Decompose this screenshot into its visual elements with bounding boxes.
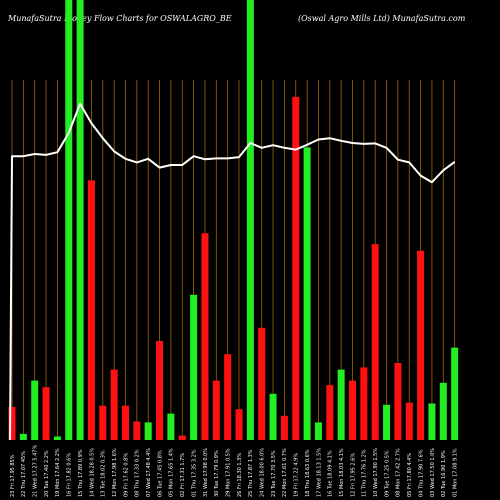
money-flow-bar bbox=[303, 147, 311, 440]
x-tick-label: 12 Fri 17.95 2.6% bbox=[350, 453, 356, 497]
x-tick-label: 05 Fri 17.80 4.4% bbox=[407, 453, 413, 497]
grid-lines bbox=[11, 80, 456, 440]
money-flow-bar bbox=[42, 387, 50, 440]
x-tick-label: 29 Mon 17.91 0.5% bbox=[225, 448, 231, 497]
x-tick-label: 11 Thu 17.76 1.2% bbox=[362, 449, 368, 497]
x-tick-label: 01 Mon 17.08 9.1% bbox=[452, 448, 458, 497]
x-tick-label: 15 Mon 18.03 4.1% bbox=[339, 448, 345, 497]
money-flow-bar bbox=[439, 382, 447, 440]
money-flow-bar bbox=[110, 369, 118, 440]
money-flow-bar bbox=[167, 413, 175, 440]
money-flow-bar bbox=[122, 405, 129, 440]
money-flow-bar bbox=[360, 367, 368, 440]
x-tick-labels: 23 Fri 17.95 85% 22 Thu 17.07 45% 21 Wed 1… bbox=[10, 445, 459, 497]
money-flow-bar bbox=[246, 0, 254, 440]
x-tick-label: 01 Thu 17.35 3.2% bbox=[191, 449, 197, 497]
x-tick-label: 04 Thu 17.90 7.6% bbox=[418, 449, 424, 497]
x-tick-label: 18 Thu 18.63 0.6% bbox=[305, 449, 311, 497]
money-flow-bar bbox=[371, 244, 379, 440]
money-flow-bar bbox=[87, 180, 95, 440]
x-tick-label: 24 Wed 18.00 6.0% bbox=[260, 448, 266, 497]
money-flow-bar bbox=[428, 403, 436, 440]
x-tick-label: 30 Tue 17.79 0.9% bbox=[214, 450, 220, 497]
x-tick-label: 16 Tue 18.09 4.1% bbox=[328, 450, 334, 497]
x-tick-label: 22 Thu 17.07 45% bbox=[21, 451, 27, 497]
x-tick-label: 16 Fri 17.82 0.6% bbox=[67, 453, 73, 497]
money-flow-bar bbox=[224, 354, 232, 440]
x-tick-label: 23 Fri 17.95 85% bbox=[10, 454, 16, 497]
x-tick-label: 31 Wed 17.98 0.0% bbox=[203, 448, 209, 497]
money-flow-bar bbox=[314, 422, 322, 440]
x-tick-label: 05 Mon 17.65 1.4% bbox=[169, 448, 175, 497]
money-flow-bar bbox=[451, 347, 459, 440]
money-flow-bar bbox=[99, 405, 107, 440]
x-tick-label: 09 Fri 17.62 0.8% bbox=[123, 453, 129, 497]
money-flow-bar bbox=[417, 250, 425, 440]
chart-title: MunafaSutra Money Flow Charts for OSWALA… bbox=[8, 14, 232, 23]
money-flow-bar bbox=[156, 341, 164, 440]
money-flow-bar bbox=[144, 422, 152, 440]
x-tick-label: 22 Mon 17.61 0.7% bbox=[282, 448, 288, 497]
x-tick-label: 09 Tue 17.25 0.5% bbox=[384, 450, 390, 497]
money-flow-bar bbox=[133, 421, 141, 440]
x-tick-label: 12 Mon 17.98 1.6% bbox=[112, 448, 118, 497]
price-line bbox=[9, 102, 456, 441]
money-flow-bar bbox=[19, 433, 27, 440]
x-tick-label: 08 Mon 17.42 2.7% bbox=[396, 448, 402, 497]
money-flow-bar bbox=[31, 380, 39, 440]
money-flow-bar bbox=[8, 407, 16, 440]
money-flow-bar bbox=[326, 385, 334, 440]
x-tick-label: 03 Wed 17.50 1.0% bbox=[430, 448, 436, 497]
chart-subtitle: (Oswal Agro Mills Ltd) MunafaSutra.com bbox=[298, 14, 466, 23]
x-tick-label: 21 Wed 17.27 5.47% bbox=[33, 445, 39, 497]
money-flow-bar bbox=[337, 369, 345, 440]
money-flow-bar bbox=[212, 380, 220, 440]
money-flow-bar bbox=[269, 393, 277, 440]
x-tick-label: 07 Wed 17.48 4.4% bbox=[146, 448, 152, 497]
money-flow-bar bbox=[405, 402, 413, 440]
price-line-layer bbox=[9, 102, 456, 441]
x-tick-label: 19 Fri 17.22 4.9% bbox=[294, 453, 300, 497]
money-flow-bar bbox=[235, 409, 243, 440]
money-flow-bar bbox=[201, 233, 209, 440]
money-flow-bar bbox=[349, 380, 356, 440]
x-tick-label: 14 Wed 18.28 0.5% bbox=[89, 448, 95, 497]
x-tick-label: 02 Fri 17.31 1.7% bbox=[180, 453, 186, 497]
money-flow-bar bbox=[292, 96, 300, 441]
x-tick-label: 15 Thu 17.89 0.9% bbox=[78, 449, 84, 497]
money-flow-bar bbox=[76, 0, 84, 440]
x-tick-label: 19 Mon 17.64 2.2% bbox=[55, 448, 61, 497]
money-flow-bar bbox=[190, 294, 198, 440]
x-tick-label: 08 Thu 17.33 0.2% bbox=[135, 449, 141, 497]
x-tick-label: 20 Tue 17.40 2.2% bbox=[44, 450, 50, 497]
money-flow-bar bbox=[65, 0, 73, 440]
money-flow-bar bbox=[178, 435, 186, 440]
x-tick-label: 10 Wed 17.90 1.5% bbox=[373, 448, 379, 497]
x-tick-label: 25 Thu 17.87 1.3% bbox=[248, 449, 254, 497]
x-tick-label: 06 Tue 17.45 0.8% bbox=[157, 450, 163, 497]
money-flow-bar bbox=[258, 327, 266, 440]
x-tick-label: 23 Tue 17.70 3.5% bbox=[271, 450, 277, 497]
money-flow-bar bbox=[280, 415, 288, 440]
money-flow-bar bbox=[53, 436, 61, 440]
x-tick-label: 02 Tue 16.90 1.9% bbox=[441, 450, 447, 497]
money-flow-bar bbox=[383, 404, 391, 440]
x-tick-label: 13 Tue 18.02 0.3% bbox=[101, 450, 107, 497]
x-tick-label: 26 Fri 18.30 1.3% bbox=[237, 453, 243, 497]
bar-series bbox=[8, 0, 459, 441]
x-tick-label: 17 Wed 18.13 1.5% bbox=[316, 448, 322, 497]
money-flow-bar bbox=[394, 363, 402, 440]
